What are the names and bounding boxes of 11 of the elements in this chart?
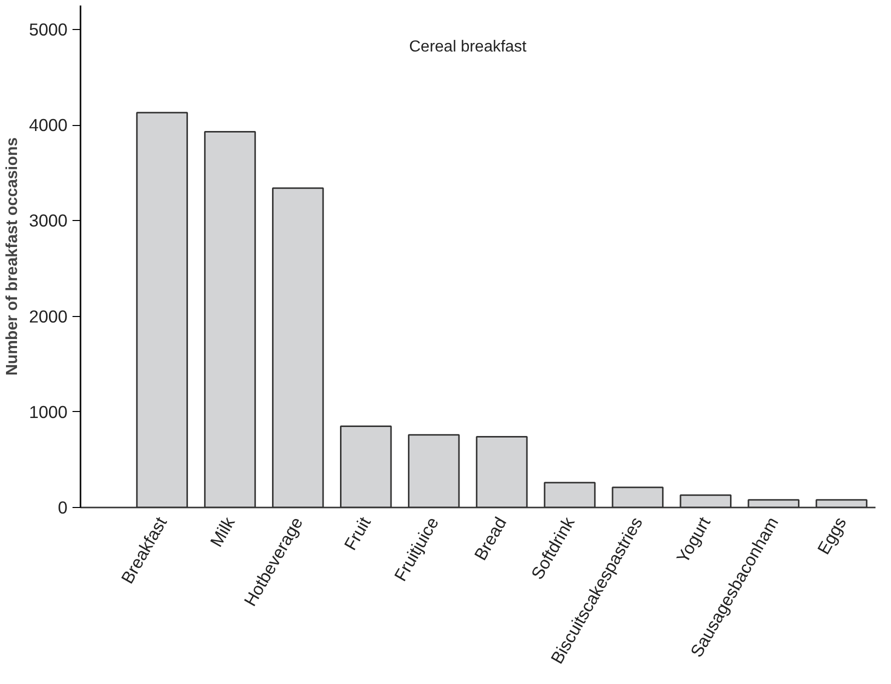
y-tick-label: 4000	[28, 115, 68, 136]
x-tick-label: Milk	[206, 513, 239, 550]
y-tick-label: 5000	[28, 19, 68, 40]
y-tick-label: 2000	[28, 306, 68, 326]
x-tick-label: Fruit	[340, 513, 375, 554]
y-tick-label: 0	[58, 498, 68, 518]
x-tick-label: Eggs	[813, 513, 850, 558]
y-tick-label: 3000	[28, 210, 68, 231]
annotation: Cereal breakfast	[409, 38, 528, 56]
y-tick-label: 1000	[28, 402, 68, 422]
y-axis-title: Number of breakfast occasions	[4, 137, 21, 376]
